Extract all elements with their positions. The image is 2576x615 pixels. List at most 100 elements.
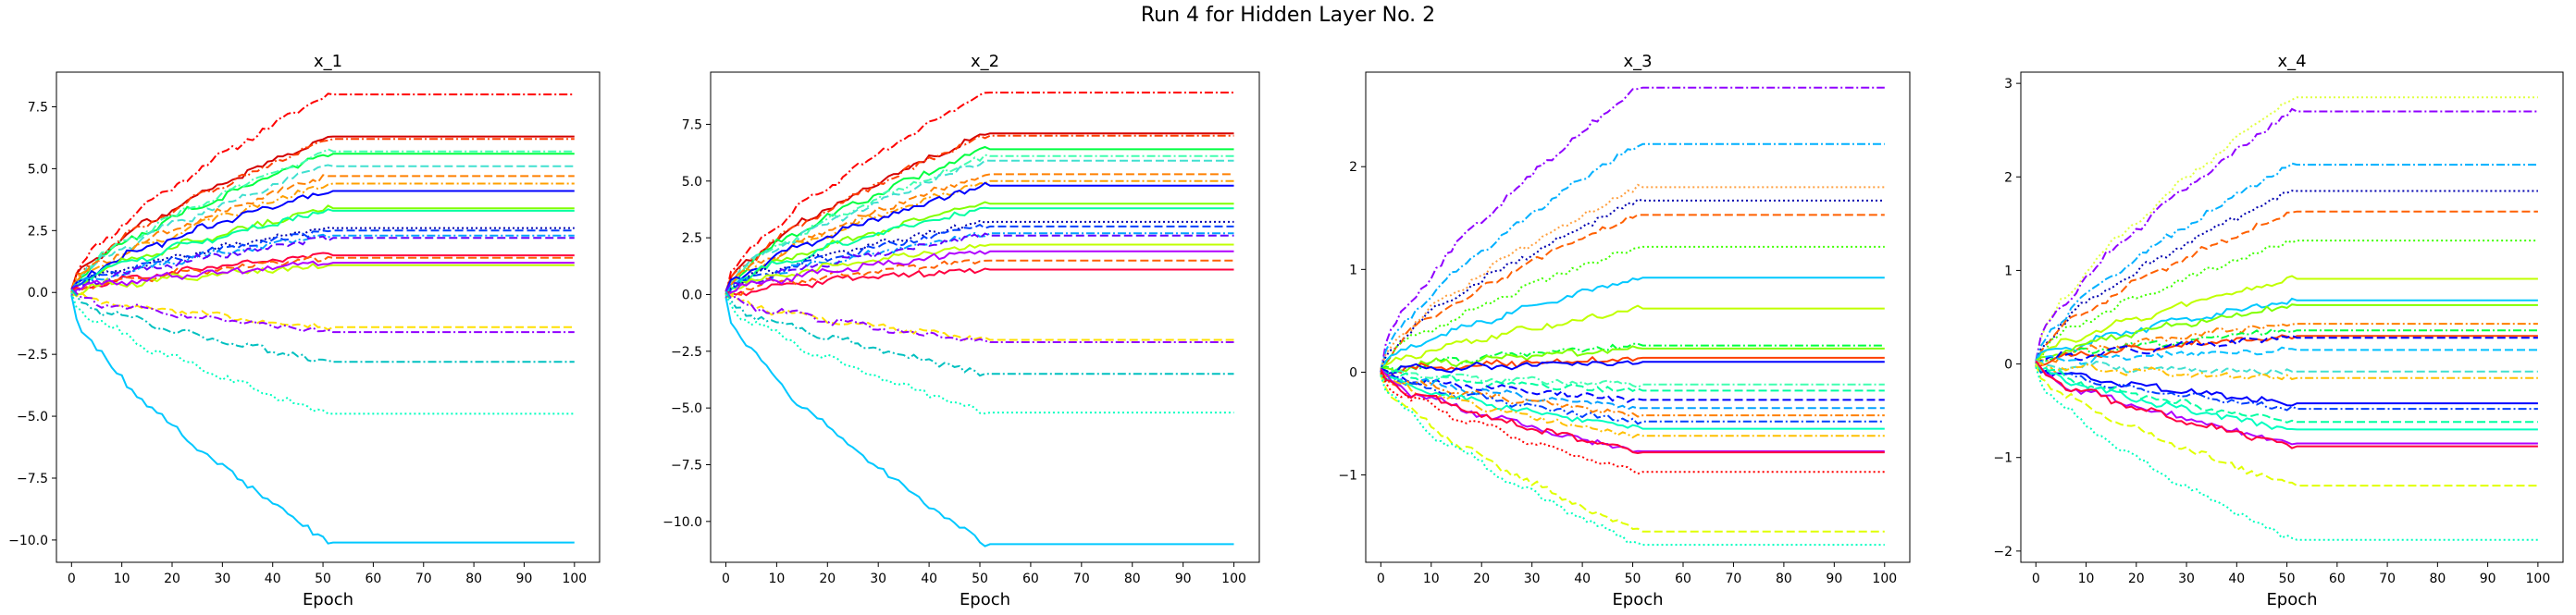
figure-title: Run 4 for Hidden Layer No. 2 (1140, 4, 1436, 27)
x-tick-label: 90 (516, 572, 533, 586)
y-tick-label: −5.0 (17, 410, 48, 424)
panel-title: x_3 (1623, 52, 1652, 71)
series-line (2035, 334, 2538, 369)
series-line (1380, 183, 1885, 370)
x-tick-label: 20 (2128, 572, 2145, 586)
series-line (724, 181, 1234, 292)
series-line (1380, 214, 1885, 375)
series-line (724, 290, 1234, 377)
plot-frame (1365, 71, 1911, 563)
x-tick-label: 80 (1776, 572, 1792, 586)
series-line (2035, 210, 2538, 367)
y-tick-label: −10.0 (8, 534, 48, 548)
series-line (70, 138, 575, 290)
series-line (70, 174, 575, 294)
series-line (1380, 367, 1885, 403)
y-tick-label: −7.5 (17, 472, 48, 486)
x-tick-label: 100 (1221, 572, 1246, 586)
x-axis-label: Epoch (1612, 590, 1663, 609)
y-tick-label: 1 (2004, 264, 2012, 278)
series-line (2035, 363, 2538, 487)
y-tick-label: 5.0 (28, 162, 48, 177)
series-line (724, 206, 1234, 298)
x-tick-label: 0 (68, 572, 76, 586)
series-line (724, 134, 1234, 292)
series-line (1381, 355, 1885, 377)
series-line (1380, 360, 1885, 377)
y-tick-label: −1 (1993, 451, 2012, 466)
x-tick-label: 50 (315, 572, 331, 586)
series-line (724, 132, 1234, 292)
x-tick-label: 70 (1726, 572, 1742, 586)
x-tick-label: 90 (1175, 572, 1192, 586)
x-tick-label: 0 (1377, 572, 1385, 586)
series-line (1380, 372, 1885, 475)
series-line (724, 154, 1234, 298)
x-axis-label: Epoch (303, 590, 353, 609)
series-line (724, 232, 1234, 294)
x-tick-label: 100 (562, 572, 587, 586)
x-tick-label: 50 (1625, 572, 1641, 586)
x-tick-label: 20 (819, 572, 836, 586)
x-tick-label: 90 (1826, 572, 1842, 586)
series-line (1380, 375, 1885, 547)
series-line (70, 148, 575, 296)
series-line (2035, 366, 2538, 412)
y-tick-label: 1 (1349, 263, 1357, 277)
series-line (1380, 368, 1885, 455)
series-line (2035, 275, 2538, 366)
series-line (1380, 375, 1885, 425)
series-line (1380, 372, 1885, 418)
series-line (1381, 368, 1885, 393)
series-line (2035, 190, 2538, 364)
series-line (725, 267, 1234, 297)
series-line (1380, 375, 1885, 533)
x-tick-label: 70 (1073, 572, 1090, 586)
x-tick-label: 50 (972, 572, 988, 586)
series-line (2035, 359, 2538, 375)
series-line (724, 250, 1234, 299)
x-tick-label: 20 (164, 572, 180, 586)
x-tick-label: 30 (2178, 572, 2195, 586)
series-line (70, 233, 575, 292)
series-group (2035, 96, 2538, 541)
x-tick-label: 70 (2379, 572, 2396, 586)
x-tick-label: 10 (1423, 572, 1440, 586)
panel-title: x_2 (971, 52, 999, 71)
chart-panel-2: 0 10 20 30 40 50 60 70 80 90 100 −10.0 −7.5 −5.0 −2.5 0… (663, 52, 1260, 609)
series-line (2035, 162, 2538, 362)
x-axis-label: Epoch (2266, 590, 2317, 609)
series-line (724, 173, 1234, 296)
x-tick-label: 10 (2078, 572, 2095, 586)
x-tick-label: 60 (1675, 572, 1691, 586)
plot-frame (2020, 71, 2564, 563)
x-tick-label: 30 (870, 572, 886, 586)
series-line (2036, 361, 2538, 381)
x-tick-label: 80 (1124, 572, 1141, 586)
x-tick-label: 100 (2526, 572, 2551, 586)
series-line (70, 290, 575, 331)
x-tick-label: 50 (2279, 572, 2296, 586)
series-line (1380, 198, 1885, 373)
series-line (2035, 334, 2538, 367)
series-line (70, 295, 575, 545)
plot-frame (710, 71, 1260, 563)
series-line (70, 289, 575, 363)
series-line (1380, 369, 1885, 388)
y-tick-label: 7.5 (28, 100, 48, 115)
series-line (2035, 96, 2538, 364)
x-tick-label: 30 (1524, 572, 1541, 586)
series-line (724, 294, 1234, 415)
series-line (2035, 297, 2538, 363)
series-line (71, 262, 575, 297)
y-tick-label: 2.5 (28, 224, 48, 239)
chart-panel-1: 0 10 20 30 40 50 60 70 80 90 100 −10.0 −7.5 −5.0 −2.5 0… (8, 52, 601, 609)
series-line (2035, 366, 2538, 541)
x-tick-label: 70 (415, 572, 432, 586)
series-line (1380, 342, 1885, 372)
y-tick-label: −2 (1993, 545, 2012, 560)
y-tick-label: 2 (1349, 160, 1357, 175)
y-tick-label: −1 (1338, 469, 1357, 484)
x-axis-label: Epoch (960, 590, 1010, 609)
series-line (1380, 371, 1885, 439)
